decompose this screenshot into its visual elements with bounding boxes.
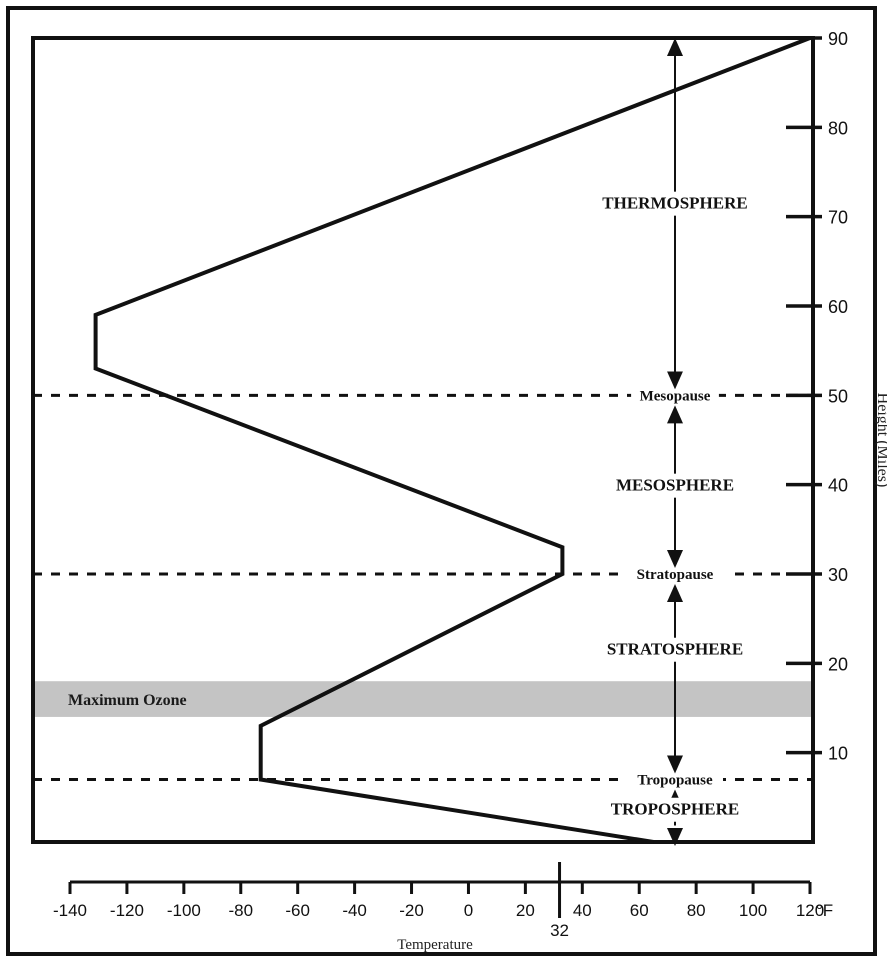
y-tick-label-90: 90 [828,29,848,49]
x-tick-label--100: -100 [167,901,201,920]
y-tick-label-70: 70 [828,208,848,228]
y-tick-label-20: 20 [828,654,848,674]
x-unit-label: °F [816,901,833,920]
x-tick-label-60: 60 [630,901,649,920]
thermosphere-label-backdrop [595,191,755,216]
troposphere-label-backdrop [601,797,749,822]
y-tick-label-10: 10 [828,744,848,764]
x-tick-label-20: 20 [516,901,535,920]
ozone-band-label: Maximum Ozone [68,692,187,709]
x-tick-label-0: 0 [464,901,473,920]
y-axis-title: Height (Miles) [874,393,887,488]
stratopause-label: Stratopause [637,567,714,583]
tropopause-label: Tropopause [637,772,713,788]
x-tick-label--140: -140 [53,901,87,920]
x-axis-title: Temperature [397,937,473,953]
y-tick-label-50: 50 [828,386,848,406]
stratosphere-label: STRATOSPHERE [607,640,743,659]
stratopause-label-backdrop [622,564,728,584]
y-tick-label-60: 60 [828,297,848,317]
y-tick-label-30: 30 [828,565,848,585]
troposphere-label: TROPOSPHERE [611,800,739,819]
freezing-point-label: 32 [550,921,569,940]
y-tick-label-40: 40 [828,476,848,496]
plot-frame [31,36,815,844]
x-tick-label-40: 40 [573,901,592,920]
temperature-profile-line [93,36,811,844]
x-tick-label-120: 120 [796,901,824,920]
x-tick-label-80: 80 [687,901,706,920]
x-tick-label--20: -20 [399,901,424,920]
x-tick-label--60: -60 [285,901,310,920]
x-tick-label-100: 100 [739,901,767,920]
mesopause-label: Mesopause [640,388,711,404]
thermosphere-label: THERMOSPHERE [602,194,747,213]
y-tick-label-80: 80 [828,118,848,138]
x-tick-label--120: -120 [110,901,144,920]
stratosphere-label-backdrop [595,637,755,662]
x-tick-label--80: -80 [228,901,253,920]
tropopause-label-backdrop [627,769,723,790]
mesosphere-label: MESOSPHERE [616,476,734,495]
mesosphere-label-backdrop [607,473,743,498]
x-tick-label--40: -40 [342,901,367,920]
mesopause-label-backdrop [631,385,719,406]
